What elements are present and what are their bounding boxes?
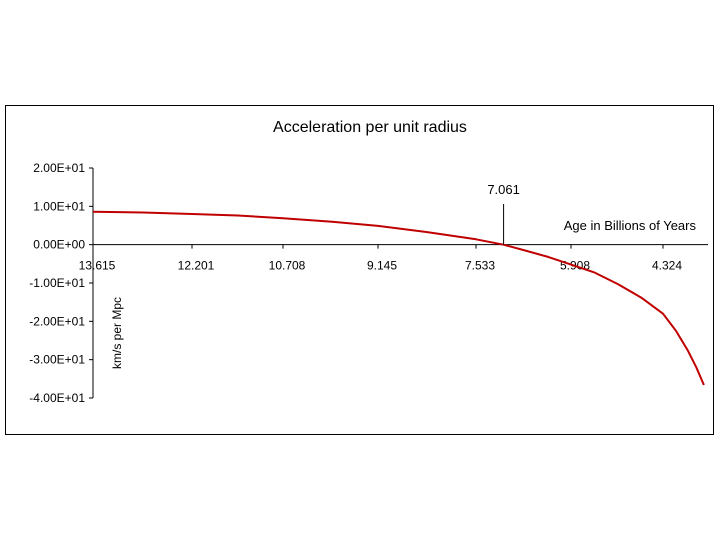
- y-axis-label: km/s per Mpc: [110, 297, 124, 369]
- annotation-label: 7.061: [487, 182, 520, 197]
- y-tick-label: 1.00E+01: [33, 199, 85, 213]
- y-tick-label: -4.00E+01: [29, 391, 85, 405]
- x-tick-label: 13.615: [79, 259, 116, 273]
- x-tick-label: 4.324: [652, 259, 682, 273]
- chart-frame: [5, 105, 714, 435]
- y-tick-label: -1.00E+01: [29, 276, 85, 290]
- x-tick-label: 10.708: [269, 259, 306, 273]
- axes: [89, 167, 708, 399]
- x-tick-label: 9.145: [367, 259, 397, 273]
- x-axis-label: Age in Billions of Years: [564, 218, 697, 233]
- x-tick-label: 7.533: [465, 259, 495, 273]
- y-tick-label: 0.00E+00: [33, 238, 85, 252]
- chart-title: Acceleration per unit radius: [273, 119, 467, 136]
- y-tick-label: -3.00E+01: [29, 353, 85, 367]
- x-tick-label: 12.201: [178, 259, 215, 273]
- series-layer: [92, 210, 705, 386]
- tick-labels: 2.00E+01 1.00E+01 0.00E+00 -1.00E+01 -2.00E+…: [29, 161, 682, 405]
- y-tick-label: 2.00E+01: [33, 161, 85, 175]
- y-tick-label: -2.00E+01: [29, 314, 85, 328]
- annotation-layer: 7.061: [487, 182, 520, 245]
- series-line: [92, 210, 705, 386]
